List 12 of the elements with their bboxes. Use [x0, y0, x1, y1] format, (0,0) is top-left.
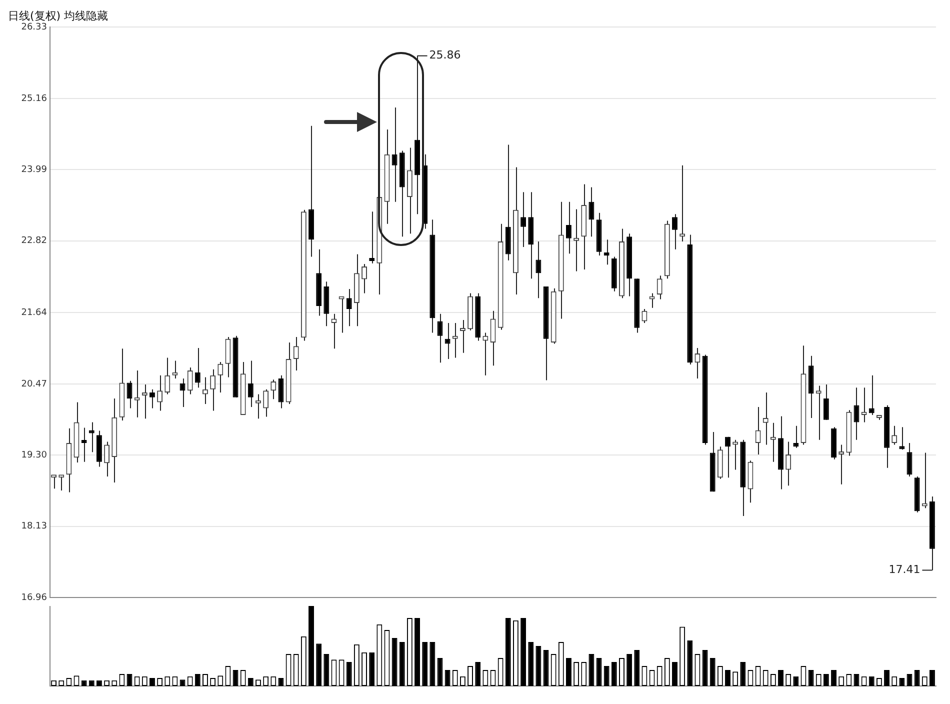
y-tick-label: 21.64	[21, 308, 48, 318]
annotation: 17.41	[888, 563, 920, 576]
y-tick-label: 26.33	[21, 22, 47, 33]
y-tick-label: 20.47	[21, 379, 47, 390]
y-tick-label: 25.16	[21, 94, 48, 104]
y-tick-label: 23.99	[21, 164, 48, 175]
annotation: 25.86	[429, 48, 461, 62]
y-tick-label: 19.30	[21, 450, 48, 460]
chart-title: 日线(复权) 均线隐藏	[8, 9, 108, 22]
y-tick-label: 18.13	[21, 522, 47, 532]
y-tick-label: 22.82	[21, 236, 47, 246]
y-tick-label: 16.96	[21, 592, 48, 603]
